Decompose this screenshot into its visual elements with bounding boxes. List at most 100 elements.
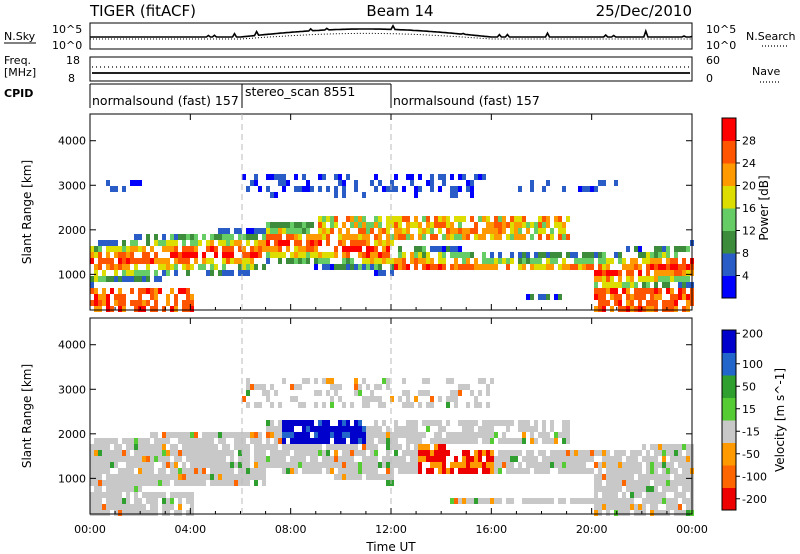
power-cell bbox=[238, 270, 242, 276]
power-cell bbox=[382, 240, 386, 246]
power-cell bbox=[298, 240, 302, 246]
power-cell bbox=[418, 246, 422, 252]
velocity-cell bbox=[422, 420, 426, 426]
velocity-cell bbox=[334, 390, 338, 396]
power-cell bbox=[226, 240, 230, 246]
velocity-cell bbox=[338, 384, 342, 390]
power-cell bbox=[442, 222, 446, 228]
power-cell bbox=[518, 258, 522, 264]
power-cell bbox=[414, 258, 418, 264]
power-cell bbox=[318, 240, 322, 246]
power-cell bbox=[130, 270, 134, 276]
velocity-cell bbox=[566, 426, 570, 432]
power-cell bbox=[114, 186, 118, 192]
velocity-cell bbox=[370, 444, 374, 450]
power-cell bbox=[98, 240, 102, 246]
power-cell bbox=[382, 270, 386, 276]
power-cell bbox=[230, 246, 234, 252]
power-cell bbox=[462, 234, 466, 240]
power-cell bbox=[530, 294, 534, 300]
velocity-cell bbox=[342, 402, 346, 408]
velocity-cell bbox=[418, 402, 422, 408]
power-cell bbox=[142, 306, 146, 312]
power-cell bbox=[310, 240, 314, 246]
velocity-colorbar-swatch bbox=[722, 465, 736, 488]
power-cell bbox=[102, 258, 106, 264]
power-cell bbox=[430, 228, 434, 234]
velocity-cell bbox=[154, 510, 158, 516]
velocity-cell bbox=[374, 462, 378, 468]
velocity-cell bbox=[122, 480, 126, 486]
power-cell bbox=[334, 192, 338, 198]
velocity-cell bbox=[530, 462, 534, 468]
power-cell bbox=[682, 306, 686, 312]
velocity-cell bbox=[578, 462, 582, 468]
power-cell bbox=[342, 246, 346, 252]
velocity-cell bbox=[142, 468, 146, 474]
velocity-cell bbox=[474, 498, 478, 504]
velocity-cell bbox=[322, 432, 326, 438]
power-cell bbox=[346, 264, 350, 270]
power-cell bbox=[594, 252, 598, 258]
velocity-cell bbox=[602, 492, 606, 498]
velocity-cell bbox=[566, 438, 570, 444]
power-cell bbox=[630, 258, 634, 264]
power-cell bbox=[638, 300, 642, 306]
power-cell bbox=[598, 264, 602, 270]
power-cell bbox=[418, 258, 422, 264]
velocity-cell bbox=[174, 492, 178, 498]
power-cell bbox=[242, 174, 246, 180]
power-cell bbox=[598, 300, 602, 306]
velocity-cell bbox=[510, 468, 514, 474]
power-cell bbox=[634, 258, 638, 264]
x-tick-label: 20:00 bbox=[576, 523, 608, 536]
power-cell bbox=[162, 240, 166, 246]
power-cell bbox=[134, 180, 138, 186]
power-cell bbox=[518, 186, 522, 192]
velocity-cell bbox=[146, 474, 150, 480]
velocity-cell bbox=[634, 450, 638, 456]
power-cell bbox=[562, 222, 566, 228]
power-cell bbox=[430, 180, 434, 186]
velocity-cell bbox=[618, 486, 622, 492]
velocity-cell bbox=[102, 468, 106, 474]
velocity-cell bbox=[502, 462, 506, 468]
power-cell bbox=[202, 258, 206, 264]
velocity-cell bbox=[486, 450, 490, 456]
velocity-cell bbox=[454, 390, 458, 396]
velocity-cell bbox=[190, 432, 194, 438]
power-cell bbox=[658, 246, 662, 252]
velocity-cell bbox=[186, 480, 190, 486]
velocity-cell bbox=[646, 480, 650, 486]
power-cell bbox=[454, 246, 458, 252]
velocity-cell bbox=[326, 444, 330, 450]
velocity-cell bbox=[378, 432, 382, 438]
velocity-cell bbox=[114, 498, 118, 504]
velocity-cell bbox=[526, 462, 530, 468]
power-cell bbox=[382, 258, 386, 264]
velocity-cell bbox=[662, 486, 666, 492]
power-cell bbox=[670, 288, 674, 294]
velocity-cell bbox=[414, 450, 418, 456]
power-cell bbox=[294, 258, 298, 264]
velocity-cell bbox=[278, 420, 282, 426]
velocity-cell bbox=[242, 468, 246, 474]
velocity-cell bbox=[626, 498, 630, 504]
velocity-cell bbox=[286, 468, 290, 474]
velocity-cell bbox=[386, 462, 390, 468]
power-cell bbox=[534, 228, 538, 234]
velocity-cell bbox=[174, 510, 178, 516]
velocity-cell bbox=[646, 462, 650, 468]
velocity-cell bbox=[686, 468, 690, 474]
power-cell bbox=[314, 264, 318, 270]
power-cell bbox=[422, 258, 426, 264]
power-cell bbox=[614, 300, 618, 306]
velocity-cell bbox=[650, 468, 654, 474]
velocity-cell bbox=[314, 462, 318, 468]
velocity-cell bbox=[554, 438, 558, 444]
velocity-cell bbox=[154, 492, 158, 498]
velocity-cell bbox=[402, 456, 406, 462]
velocity-cell bbox=[238, 432, 242, 438]
velocity-cell bbox=[170, 498, 174, 504]
velocity-cell bbox=[106, 474, 110, 480]
